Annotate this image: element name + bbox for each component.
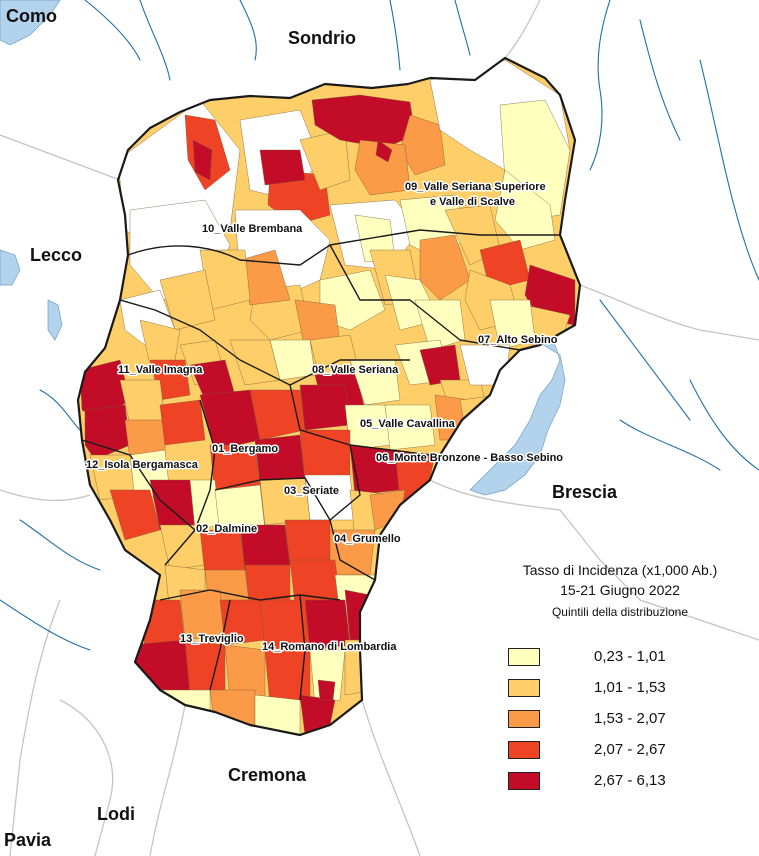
legend: Tasso di Incidenza (x1,000 Ab.) 15-21 Gi… — [500, 560, 740, 790]
legend-swatch-5 — [508, 772, 540, 790]
district-label-05: 05_Valle Cavallina — [360, 418, 456, 430]
legend-row-5: 2,67 - 6,13 — [508, 772, 738, 792]
lakes — [0, 0, 566, 496]
legend-subtitle: Quintili della distribuzione — [551, 605, 689, 619]
district-label-09: 09_Valle Seriana Superiore — [405, 181, 546, 193]
district-label-09b: e Valle di Scalve — [430, 196, 515, 208]
district-label-14: 14_Romano di Lombardia — [262, 641, 397, 653]
legend-row-4: 2,07 - 2,67 — [508, 741, 738, 761]
district-label-07: 07_Alto Sebino — [478, 334, 558, 346]
district-label-01: 01_Bergamo — [212, 443, 278, 455]
legend-row-3: 1,53 - 2,07 — [508, 710, 738, 730]
lake-lecco — [0, 249, 21, 286]
label-lecco: Lecco — [30, 245, 83, 265]
district-label-11: 11_Valle Imagna — [118, 364, 203, 376]
legend-range-1: 0,23 - 1,01 — [594, 648, 666, 665]
legend-row-1: 0,23 - 1,01 — [508, 648, 738, 668]
label-brescia: Brescia — [552, 482, 618, 502]
legend-range-4: 2,07 - 2,67 — [594, 741, 666, 758]
province-outline — [76, 56, 582, 737]
province-fill — [78, 58, 580, 735]
legend-row-2: 1,01 - 1,53 — [508, 679, 738, 699]
lake-iseo — [469, 339, 566, 496]
district-boundaries — [81, 229, 560, 701]
district-label-02: 02_Dalmine — [196, 523, 257, 535]
rivers — [0, 0, 759, 651]
legend-range-3: 1,53 - 2,07 — [594, 710, 666, 727]
legend-swatch-2 — [508, 679, 540, 697]
lake-small — [47, 299, 63, 341]
district-label-06: 06_Monte Bronzone - Basso Sebino — [376, 452, 563, 464]
label-como: Como — [6, 6, 57, 26]
legend-title: Tasso di Incidenza (x1,000 Ab.) — [522, 562, 718, 578]
label-pavia: Pavia — [4, 830, 52, 850]
district-label-12: 12_Isola Bergamasca — [86, 459, 199, 471]
district-label-08: 08_Valle Seriana — [312, 364, 399, 376]
legend-swatch-4 — [508, 741, 540, 759]
lake-como — [0, 0, 61, 46]
municipality-zones — [79, 59, 576, 735]
label-sondrio: Sondrio — [288, 28, 356, 48]
district-label-03: 03_Seriate — [284, 485, 339, 497]
legend-swatch-3 — [508, 710, 540, 728]
legend-date: 15-21 Giugno 2022 — [560, 582, 680, 598]
label-cremona: Cremona — [228, 765, 307, 785]
label-lodi: Lodi — [97, 804, 135, 824]
district-labels: 09_Valle Seriana Superiore e Valle di Sc… — [85, 180, 565, 655]
legend-range-5: 2,67 - 6,13 — [594, 772, 666, 789]
district-label-04: 04_Grumello — [334, 533, 401, 545]
district-label-13: 13_Treviglio — [180, 633, 244, 645]
legend-range-2: 1,01 - 1,53 — [594, 679, 666, 696]
district-label-10: 10_Valle Brembana — [202, 223, 303, 235]
legend-swatch-1 — [508, 648, 540, 666]
